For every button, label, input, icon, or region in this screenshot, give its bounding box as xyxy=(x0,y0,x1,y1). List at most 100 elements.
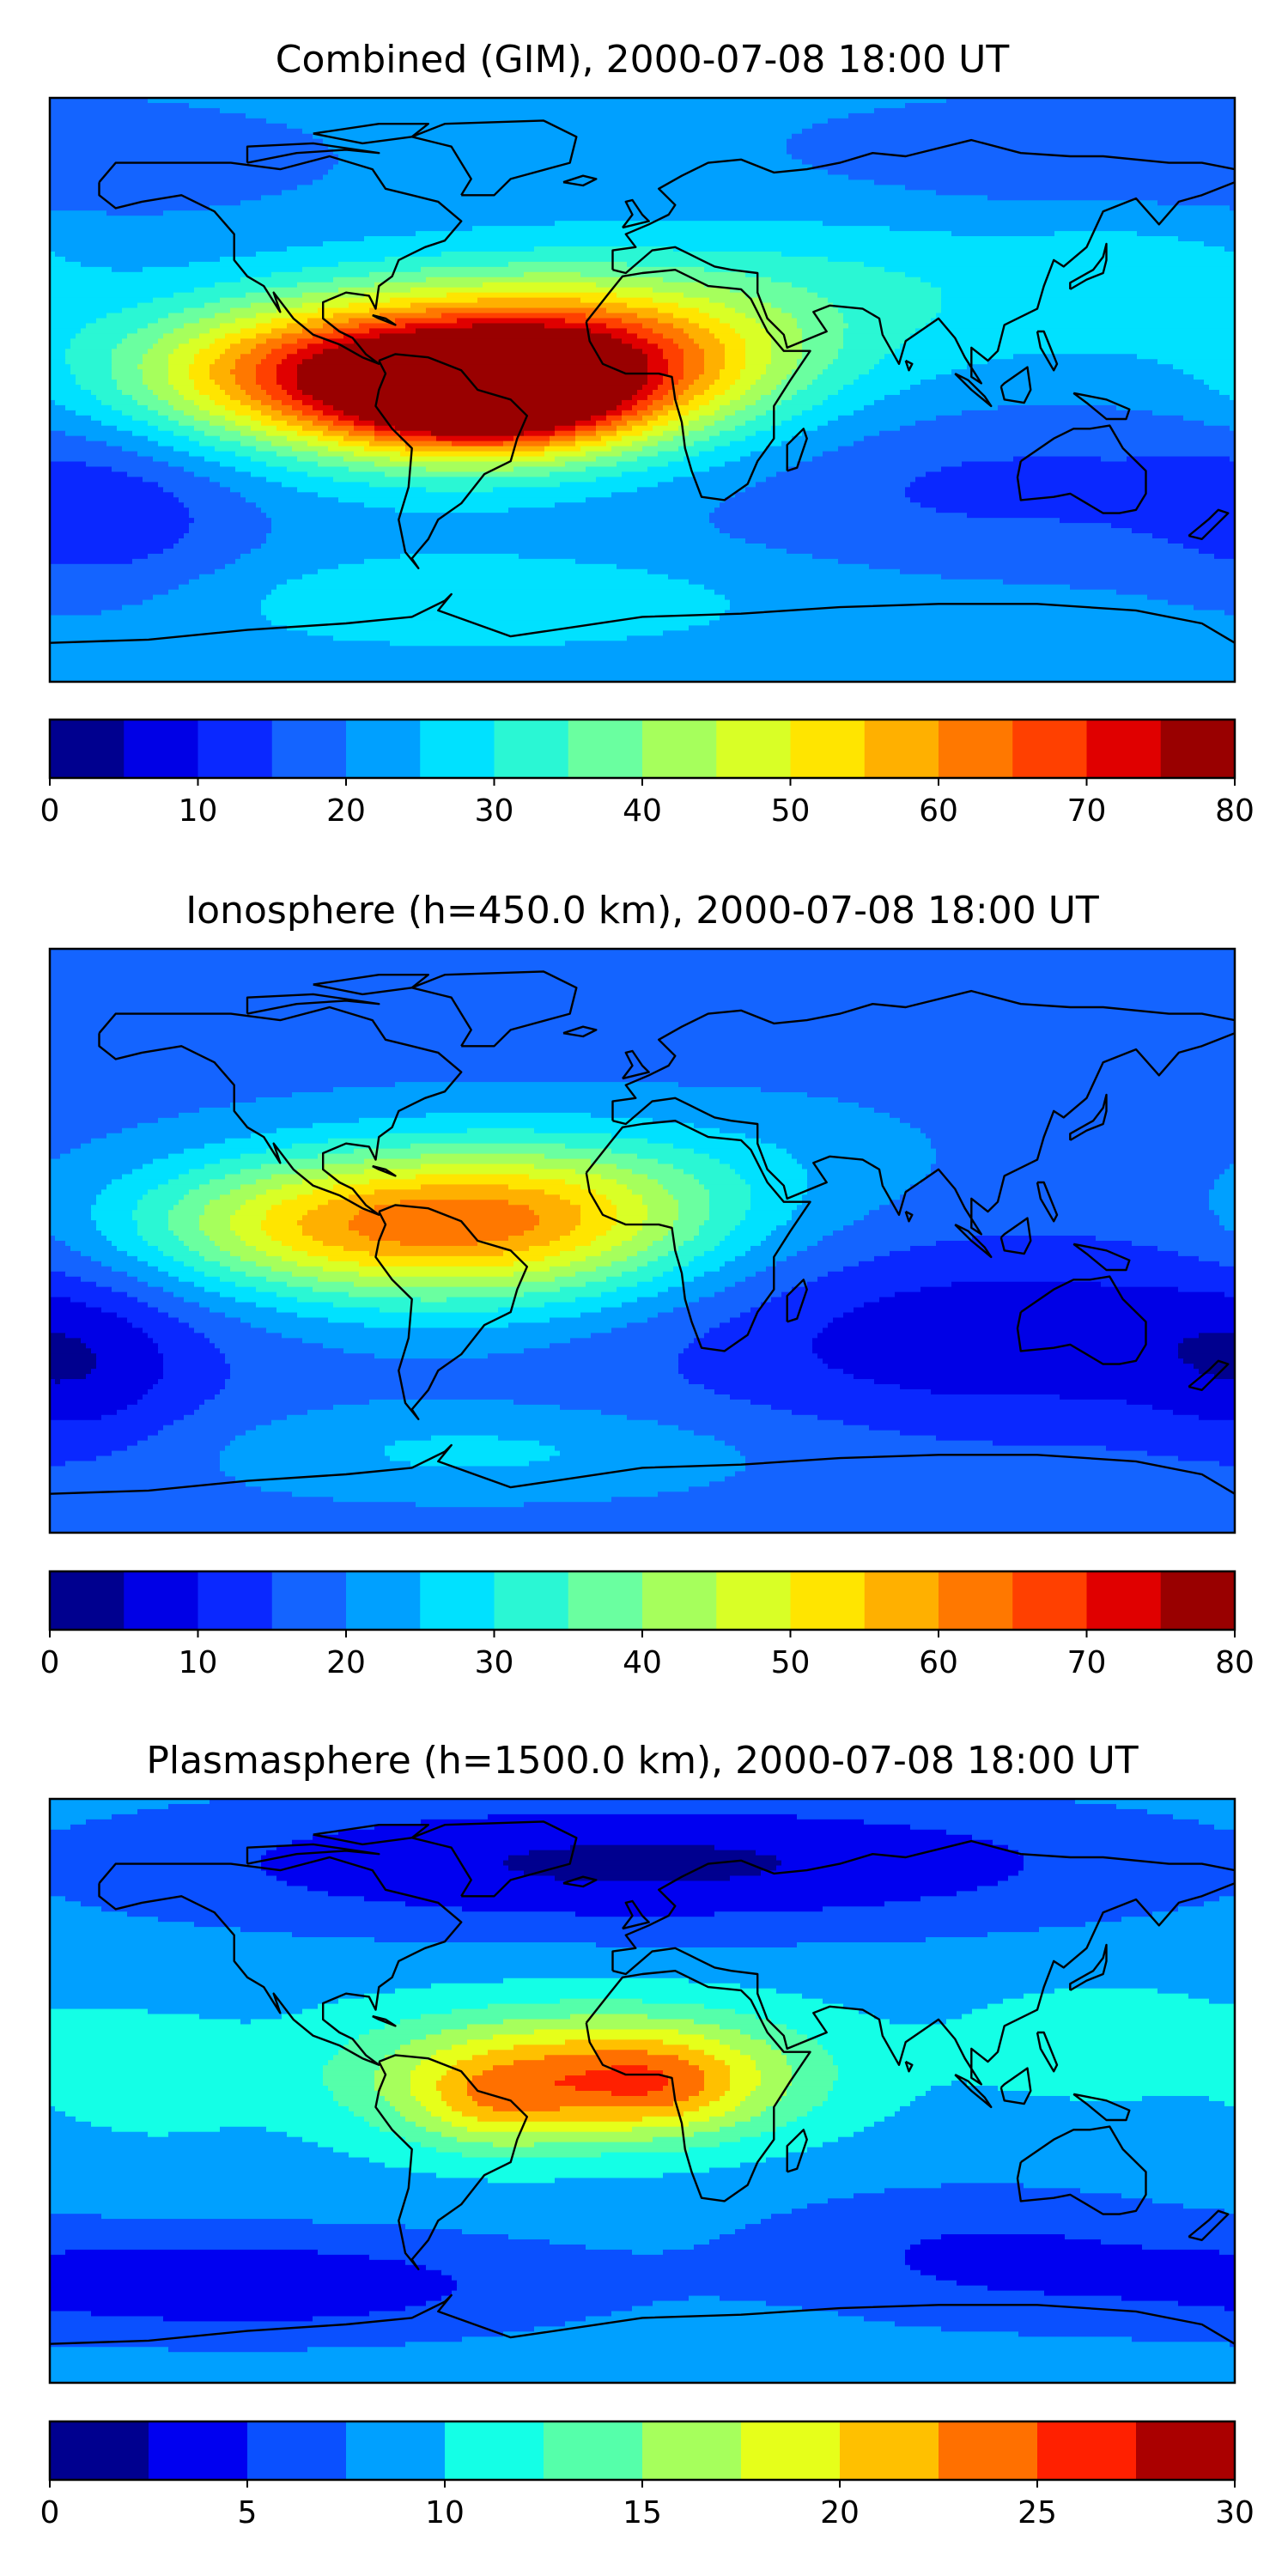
field-cell xyxy=(663,374,684,380)
colorbar-tick-label: 0 xyxy=(40,2495,60,2530)
field-cell xyxy=(50,2372,1235,2379)
field-cell xyxy=(704,2050,741,2056)
field-cell xyxy=(740,369,767,375)
field-cell xyxy=(359,2034,427,2040)
field-cell xyxy=(709,2239,921,2245)
field-cell xyxy=(266,118,829,125)
field-cell xyxy=(50,671,1235,677)
field-cell xyxy=(854,1374,1215,1380)
field-cell xyxy=(225,1384,705,1390)
field-cell xyxy=(745,2224,1235,2230)
field-cell xyxy=(50,2203,808,2209)
field-cell xyxy=(1054,1988,1158,1995)
colorbar-segment xyxy=(568,1571,643,1630)
field-cell xyxy=(364,1169,576,1176)
field-cell xyxy=(189,1322,252,1328)
field-cell xyxy=(338,563,617,570)
field-cell xyxy=(580,271,746,278)
field-cell xyxy=(256,446,293,453)
field-cell xyxy=(50,1384,154,1390)
field-cell xyxy=(874,1255,1200,1262)
field-cell xyxy=(50,226,473,232)
field-cell xyxy=(50,2044,344,2050)
field-cell xyxy=(235,1230,267,1236)
colorbar-segment xyxy=(864,720,939,778)
field-cell xyxy=(246,390,267,396)
field-cell xyxy=(1224,2306,1235,2312)
field-cell xyxy=(766,543,1184,550)
field-cell xyxy=(864,435,1235,442)
field-cell xyxy=(977,1886,1235,1892)
field-cell xyxy=(318,1153,422,1160)
field-cell xyxy=(158,318,200,325)
field-cell xyxy=(714,589,1117,596)
field-cell xyxy=(936,415,1184,422)
field-cell xyxy=(50,507,190,513)
field-cell xyxy=(725,354,746,360)
field-cell xyxy=(91,1138,226,1145)
field-cell xyxy=(163,548,252,555)
field-cell xyxy=(163,2316,313,2323)
field-cell xyxy=(240,1317,329,1324)
field-cell xyxy=(920,1127,1235,1134)
field-cell xyxy=(714,2055,751,2061)
field-cell xyxy=(276,297,329,304)
field-cell xyxy=(926,1133,1235,1139)
field-cell xyxy=(173,446,216,453)
field-cell xyxy=(580,1220,617,1226)
field-cell xyxy=(50,1030,1235,1036)
field-cell xyxy=(50,994,1235,1001)
field-cell xyxy=(617,404,633,411)
field-cell xyxy=(266,287,339,294)
field-cell xyxy=(601,1291,659,1298)
field-cell xyxy=(745,2095,782,2102)
field-cell xyxy=(369,1236,509,1242)
field-cell xyxy=(678,1245,715,1252)
field-cell xyxy=(143,599,262,606)
field-cell xyxy=(807,1169,932,1176)
field-cell xyxy=(343,410,607,416)
field-cell xyxy=(678,404,700,411)
field-cell xyxy=(828,256,1235,263)
field-cell xyxy=(766,1236,823,1242)
field-cell xyxy=(580,446,612,453)
field-cell xyxy=(50,133,313,140)
field-cell xyxy=(405,2224,746,2230)
field-cell xyxy=(276,1307,380,1314)
field-cell xyxy=(204,456,252,463)
field-cell xyxy=(1204,241,1235,247)
field-cell xyxy=(50,1404,128,1411)
field-cell xyxy=(50,1056,1235,1062)
colorbar-segment xyxy=(1012,720,1087,778)
field-cell xyxy=(199,318,236,325)
field-cell xyxy=(287,323,324,330)
field-cell xyxy=(271,1236,313,1242)
field-cell xyxy=(689,2295,720,2302)
field-cell xyxy=(50,1271,66,1278)
field-cell xyxy=(50,563,226,570)
field-cell xyxy=(220,256,386,263)
field-cell xyxy=(333,2147,437,2154)
field-cell xyxy=(50,185,298,191)
field-cell xyxy=(663,394,679,401)
field-cell xyxy=(256,1302,334,1309)
colorbar-tick-label: 80 xyxy=(1215,793,1255,829)
field-cell xyxy=(235,364,257,370)
field-cell xyxy=(251,425,277,432)
field-cell xyxy=(575,430,597,437)
field-cell xyxy=(282,1333,592,1339)
field-cell xyxy=(1013,354,1138,360)
field-cell xyxy=(271,518,710,524)
field-cell xyxy=(1096,1236,1235,1242)
field-cell xyxy=(50,1220,97,1226)
field-cell xyxy=(714,333,741,339)
field-cell xyxy=(658,318,690,325)
field-cell xyxy=(50,1327,143,1334)
field-cell xyxy=(596,1942,798,1948)
field-cell xyxy=(683,354,705,360)
field-cell xyxy=(313,1122,695,1129)
field-cell xyxy=(663,380,679,386)
field-cell xyxy=(575,1245,612,1252)
field-cell xyxy=(426,1112,592,1119)
field-cell xyxy=(50,1911,128,1917)
